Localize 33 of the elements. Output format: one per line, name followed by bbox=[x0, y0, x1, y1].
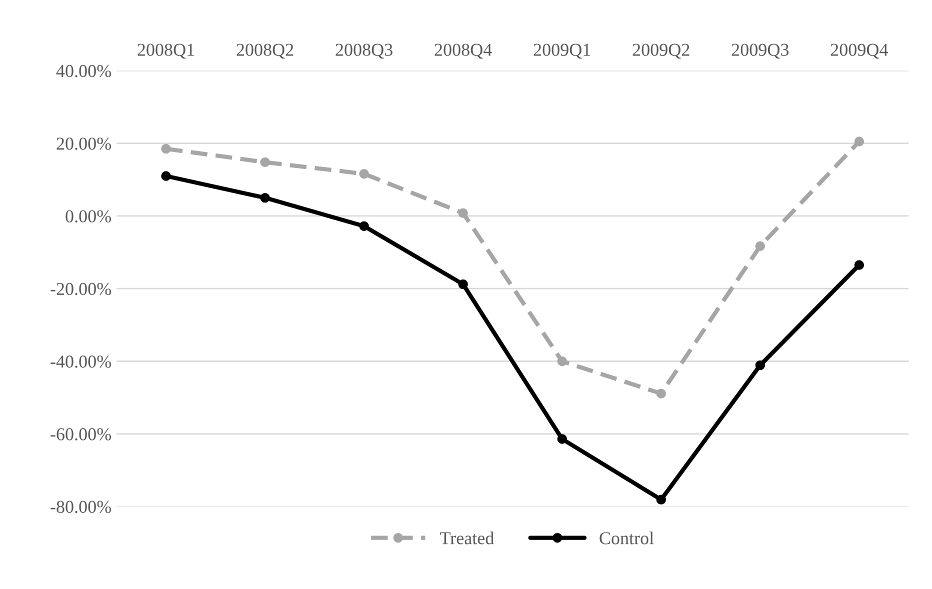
point bbox=[557, 356, 567, 366]
y-tick-label: -80.00% bbox=[50, 500, 112, 514]
x-tick-label: 2008Q2 bbox=[236, 44, 294, 59]
x-tick-label: 2008Q1 bbox=[138, 44, 194, 59]
point bbox=[458, 208, 468, 218]
point bbox=[161, 171, 171, 181]
y-tick-label: -40.00% bbox=[50, 356, 112, 368]
point bbox=[656, 494, 666, 504]
point bbox=[458, 279, 468, 290]
point bbox=[755, 241, 766, 251]
point bbox=[854, 136, 864, 146]
y-tick-label: 0.00% bbox=[66, 210, 112, 222]
point bbox=[854, 260, 864, 270]
x-tick-label: 2008Q4 bbox=[434, 44, 492, 59]
point bbox=[359, 168, 369, 179]
legend-label: Control bbox=[600, 532, 654, 544]
x-tick-label: 2009Q3 bbox=[732, 44, 789, 59]
legend-label: Treated bbox=[440, 532, 494, 544]
point bbox=[755, 360, 766, 370]
x-tick-label: 2009Q4 bbox=[830, 44, 888, 59]
x-tick-label: 2009Q1 bbox=[534, 44, 590, 59]
point bbox=[656, 388, 666, 398]
point bbox=[161, 144, 171, 154]
y-tick-label: -60.00% bbox=[50, 428, 112, 440]
x-tick-label: 2008Q3 bbox=[336, 44, 392, 59]
y-tick-label: 40.00% bbox=[56, 64, 112, 78]
x-tick-label: 2009Q2 bbox=[632, 44, 690, 59]
point bbox=[260, 157, 270, 168]
point bbox=[260, 192, 270, 203]
y-tick-label: 20.00% bbox=[56, 138, 112, 150]
y-tick-label: -20.00% bbox=[50, 282, 112, 296]
point bbox=[557, 434, 567, 444]
point bbox=[359, 221, 369, 231]
